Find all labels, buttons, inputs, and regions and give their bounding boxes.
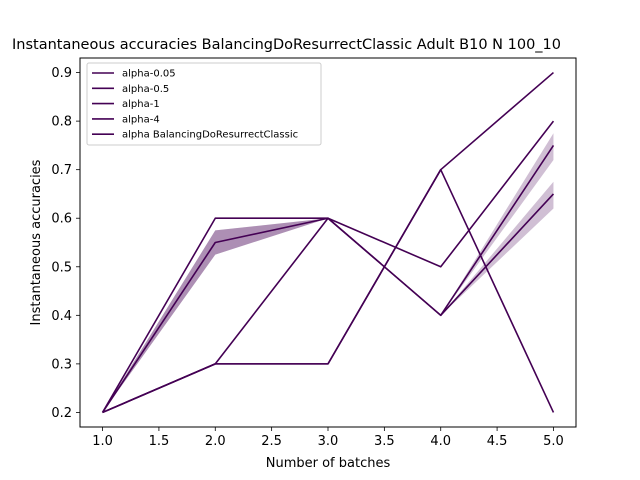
legend-label: alpha BalancingDoResurrectClassic (122, 130, 298, 141)
y-tick-label: 0.4 (51, 309, 72, 324)
confidence-band (102, 133, 554, 413)
legend: alpha-0.05 alpha-0.5 alpha-1 alpha-4 alpha B… (86, 62, 322, 146)
confidence-band (102, 181, 554, 413)
x-tick-label: 5.0 (543, 434, 564, 449)
y-tick-label: 0.5 (51, 260, 72, 275)
x-tick-label: 1.5 (149, 434, 170, 449)
series-lines (101, 71, 555, 414)
y-tick-label: 0.3 (51, 357, 72, 372)
legend-label: alpha-0.05 (122, 69, 176, 80)
y-axis: 0.2 0.3 0.4 0.5 0.6 0.7 0.8 0.9 (51, 66, 80, 421)
legend-label: alpha-0.5 (122, 84, 169, 95)
x-tick-label: 4.5 (487, 434, 508, 449)
x-tick-label: 1.0 (92, 434, 113, 449)
x-tick-label: 2.0 (205, 434, 226, 449)
series-line (102, 168, 555, 414)
x-tick-label: 2.5 (261, 434, 282, 449)
y-tick-label: 0.7 (51, 163, 72, 178)
legend-label: alpha-4 (122, 114, 160, 125)
x-axis: 1.0 1.5 2.0 2.5 3.0 3.5 4.0 4.5 5.0 (92, 427, 564, 449)
legend-frame (86, 62, 322, 146)
y-tick-label: 0.2 (51, 406, 72, 421)
y-axis-label: Instantaneous accuracies (29, 159, 44, 325)
y-tick-label: 0.8 (51, 115, 72, 130)
x-tick-label: 3.0 (318, 434, 339, 449)
x-tick-label: 3.5 (374, 434, 395, 449)
y-tick-label: 0.9 (51, 66, 72, 81)
chart-title: Instantaneous accuracies BalancingDoResu… (12, 37, 561, 53)
legend-label: alpha-1 (122, 99, 160, 110)
y-tick-label: 0.6 (51, 212, 72, 227)
x-axis-label: Number of batches (266, 456, 391, 471)
confidence-bands (102, 133, 554, 413)
x-tick-label: 4.0 (430, 434, 451, 449)
